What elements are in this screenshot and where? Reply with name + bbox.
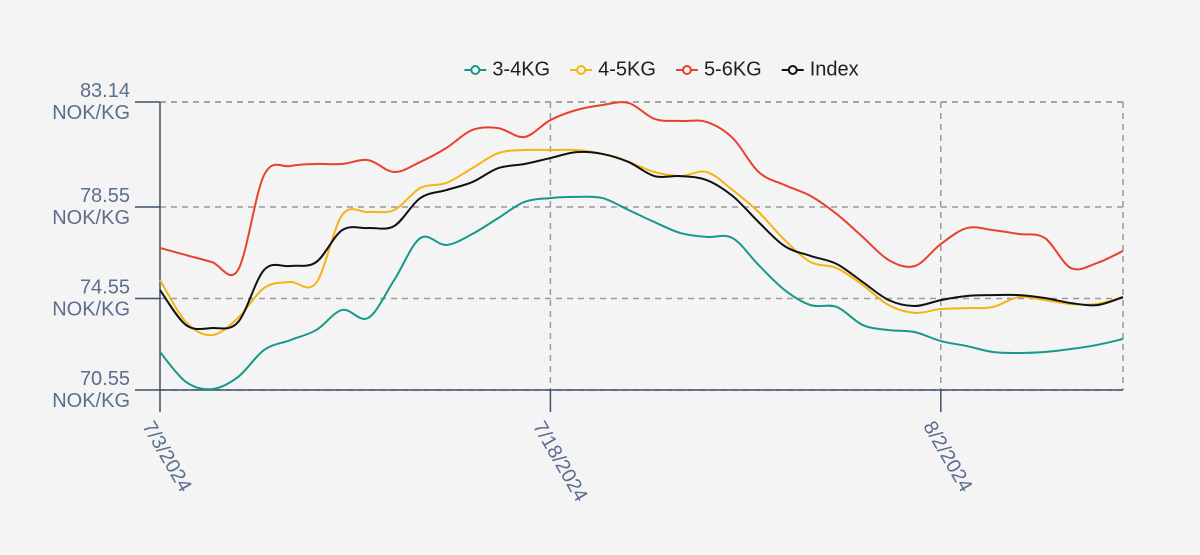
legend-item: 5-6KG (675, 58, 762, 80)
series-line (159, 148, 1124, 337)
x-tick-label: 7/18/2024 (528, 418, 592, 506)
y-tick-label: 70.55 NOK/KG (52, 368, 130, 412)
y-tick-label: 74.55 NOK/KG (52, 276, 130, 320)
legend-label: 3-4KG (492, 58, 550, 80)
legend-marker (787, 65, 798, 75)
y-tick-label: 83.14 NOK/KG (52, 80, 130, 124)
legend-marker (681, 65, 692, 75)
legend-item: 3-4KG (464, 58, 550, 80)
y-tick-label: 78.55 NOK/KG (52, 185, 130, 229)
series-line (159, 101, 1124, 277)
legend-marker (576, 65, 587, 75)
series-line (159, 195, 1124, 391)
series-line (159, 150, 1124, 331)
legend: 3-4KG 4-5KG 5-6KG Index (464, 58, 859, 80)
legend-label: Index (810, 58, 859, 80)
legend-label: 5-6KG (704, 58, 762, 80)
x-tick-label: 7/3/2024 (138, 418, 196, 496)
x-tick-label: 8/2/2024 (918, 418, 976, 496)
legend-item: Index (781, 58, 859, 80)
legend-item: 4-5KG (570, 58, 656, 80)
legend-label: 4-5KG (598, 58, 656, 80)
legend-marker (470, 65, 481, 75)
